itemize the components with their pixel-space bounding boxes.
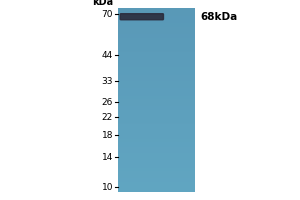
Text: 68kDa: 68kDa (200, 12, 237, 22)
Text: 33: 33 (101, 77, 113, 86)
Text: kDa: kDa (92, 0, 113, 7)
Text: 44: 44 (102, 51, 113, 60)
Text: 70: 70 (101, 10, 113, 19)
Text: 18: 18 (101, 131, 113, 140)
Text: 22: 22 (102, 113, 113, 122)
FancyBboxPatch shape (120, 14, 164, 20)
Text: 26: 26 (102, 98, 113, 107)
Text: 14: 14 (102, 153, 113, 162)
Text: 10: 10 (101, 183, 113, 192)
